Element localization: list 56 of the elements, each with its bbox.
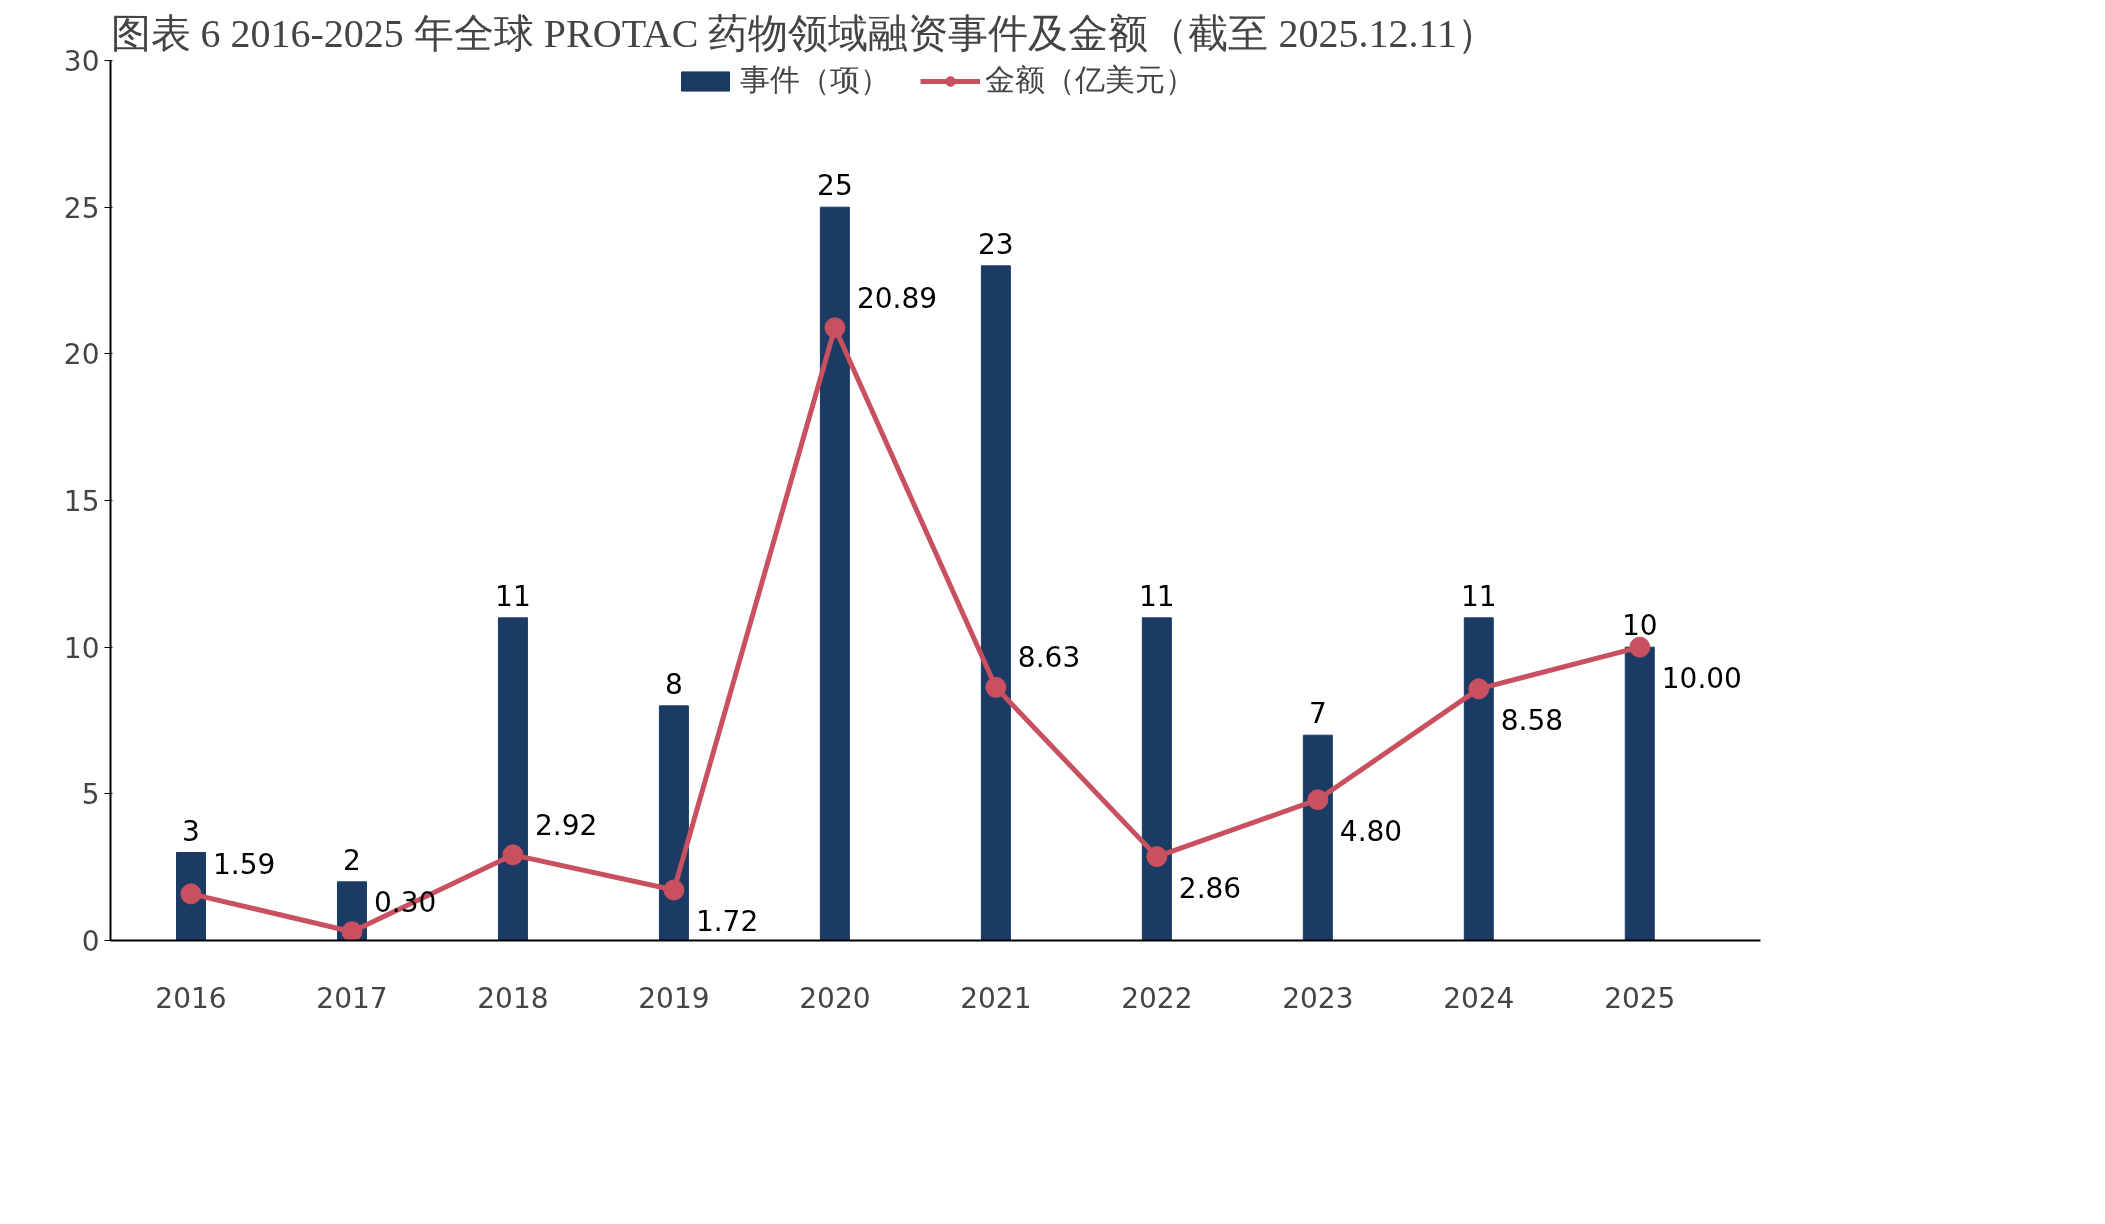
data-label: 8.58 [1500, 703, 1564, 737]
data-label: 1.59 [212, 847, 276, 881]
point [824, 317, 846, 339]
x-tick-label: 2021 [960, 981, 1032, 1015]
x-tick-label: 2020 [799, 981, 871, 1015]
point [985, 676, 1007, 698]
bar [1624, 646, 1655, 941]
bar [819, 206, 850, 941]
data-label: 3 [182, 814, 200, 848]
data-label: 2.86 [1178, 871, 1242, 905]
data-label: 10.00 [1661, 662, 1742, 696]
data-label: 25 [817, 169, 853, 203]
y-tick-label: 10 [63, 631, 100, 665]
data-label: 10 [1621, 609, 1658, 643]
bar [497, 617, 528, 941]
data-label: 11 [1139, 579, 1175, 613]
bar [980, 265, 1011, 941]
point [1146, 846, 1168, 868]
data-label: 7 [1308, 697, 1327, 731]
bar [1141, 617, 1172, 941]
data-label: 4.80 [1339, 814, 1403, 848]
point [663, 879, 685, 901]
data-label: 2.92 [534, 808, 598, 842]
legend-label: 金额（亿美元） [985, 61, 1195, 99]
y-tick-label: 25 [63, 191, 100, 225]
x-tick-label: 2016 [155, 981, 227, 1015]
x-tick-label: 2018 [477, 981, 549, 1015]
point [341, 921, 363, 941]
y-tick-label: 15 [63, 485, 100, 518]
bar [658, 705, 689, 941]
y-tick-label: 5 [81, 778, 100, 812]
point [1307, 789, 1329, 811]
data-label: 8.63 [1017, 641, 1081, 675]
x-tick-label: 2017 [316, 981, 388, 1015]
y-tick-label: 20 [63, 338, 100, 372]
point [1468, 678, 1490, 700]
x-tick-label: 2019 [638, 981, 710, 1015]
point [1629, 636, 1651, 658]
data-label: 20.89 [856, 281, 938, 315]
x-tick-label: 2022 [1121, 981, 1193, 1015]
x-tick-label: 2023 [1282, 981, 1354, 1015]
bar [1463, 617, 1494, 941]
data-label: 23 [978, 227, 1014, 261]
data-label: 11 [495, 579, 531, 613]
bar [1302, 734, 1333, 941]
point [502, 844, 524, 866]
data-label: 1.72 [695, 905, 759, 939]
y-tick-label: 30 [63, 45, 100, 78]
data-label: 11 [1460, 579, 1497, 613]
data-label: 2 [343, 843, 361, 877]
data-label: 8 [665, 667, 683, 701]
y-tick-label: 0 [81, 925, 100, 958]
chart-title: 图表 6 2016-2025 年全球 PROTAC 药物领域融资事件及金额（截至 2025.12.11） [110, 10, 1497, 56]
x-tick-label: 2025 [1604, 981, 1676, 1015]
x-tick-label: 2024 [1443, 981, 1515, 1015]
legend-label: 事件（项） [740, 61, 890, 99]
